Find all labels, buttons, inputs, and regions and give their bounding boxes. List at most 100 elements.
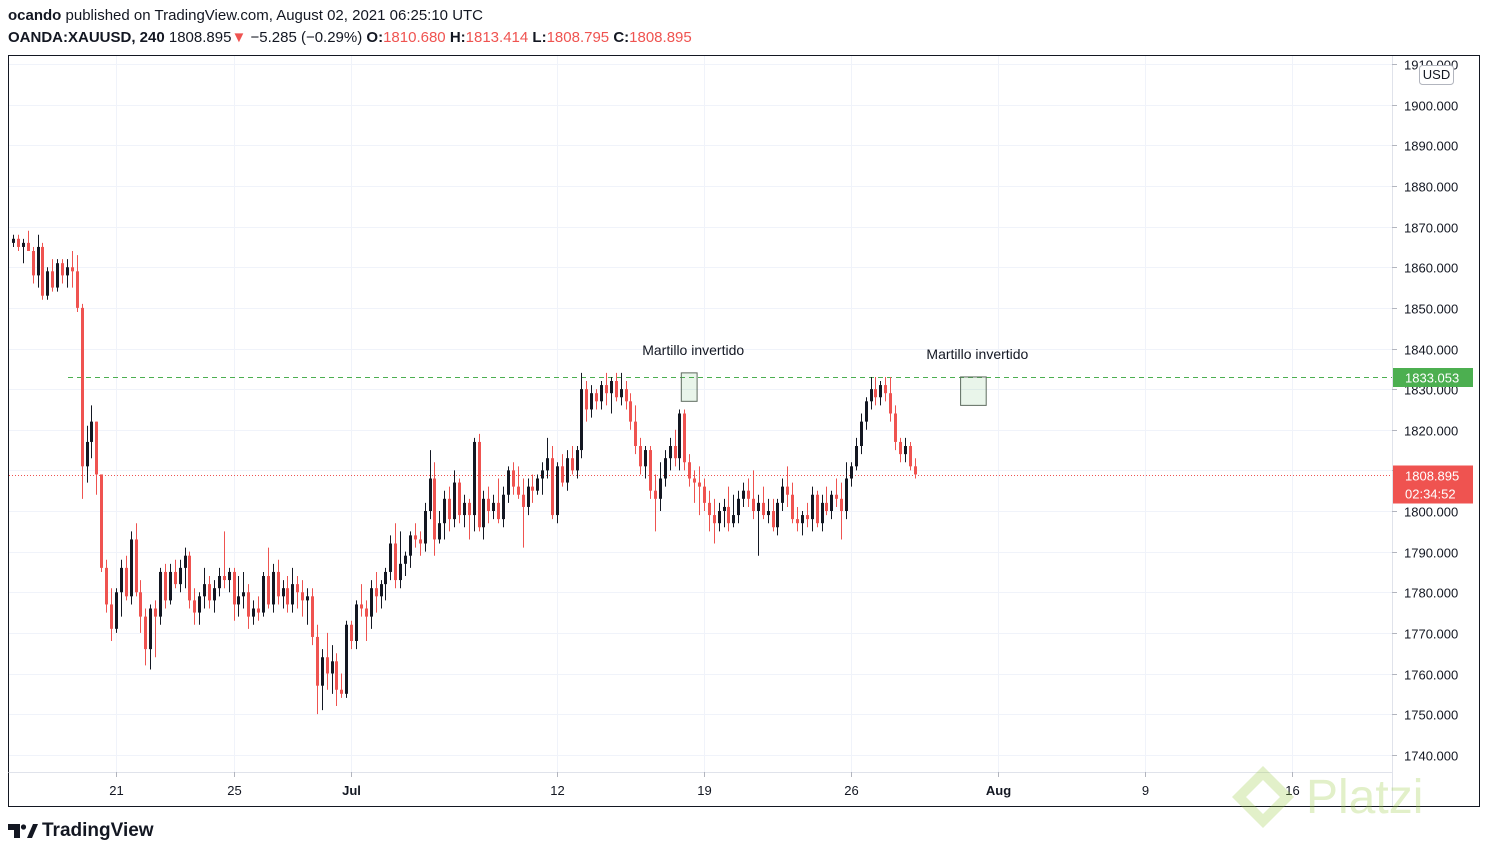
pattern-annotations: Martillo invertido Martillo invertido <box>642 342 1029 406</box>
candle-body <box>414 535 417 540</box>
candlestick-series <box>12 230 917 715</box>
candle-body <box>399 563 402 581</box>
candle <box>830 490 833 520</box>
candle <box>482 490 485 540</box>
candle <box>590 385 593 418</box>
candle <box>713 498 716 544</box>
published-text: published on TradingView.com, August 02,… <box>65 7 484 24</box>
close-label: C: <box>613 29 630 46</box>
candle-body <box>179 567 182 585</box>
candle-body <box>90 421 93 442</box>
candle <box>463 494 466 528</box>
candle <box>654 474 657 532</box>
candle <box>61 259 64 284</box>
candle-body <box>56 263 59 288</box>
candle <box>757 494 760 556</box>
candle-body <box>556 466 559 516</box>
candle-body <box>463 502 466 516</box>
candle-body <box>634 421 637 446</box>
candle <box>267 547 270 609</box>
candle-body <box>247 592 250 617</box>
candle <box>242 571 245 609</box>
candle <box>571 446 574 475</box>
last-price-tag: 1808.895 02:34:52 <box>1393 465 1473 504</box>
price-tick-label: 1870.000 <box>1404 221 1458 236</box>
candle <box>737 490 740 524</box>
candle-body <box>429 478 432 511</box>
candle <box>585 381 588 422</box>
candle <box>95 421 98 495</box>
candle-body <box>683 413 686 463</box>
tradingview-logo[interactable]: TradingView <box>8 820 154 842</box>
candle <box>257 596 260 621</box>
candle <box>517 466 520 499</box>
bar-countdown-label: 02:34:52 <box>1405 487 1456 502</box>
candle <box>669 437 672 471</box>
tradingview-brand: TradingView <box>42 820 154 841</box>
currency-label: USD <box>1423 67 1450 82</box>
candle-body <box>708 502 711 516</box>
candle-body <box>776 502 779 528</box>
candle-body <box>458 482 461 516</box>
candle-body <box>786 486 789 495</box>
candle <box>507 466 510 503</box>
candle <box>732 494 735 528</box>
price-tick-label: 1840.000 <box>1404 343 1458 358</box>
candle-body <box>713 515 716 524</box>
candle-body <box>507 470 510 495</box>
candle <box>458 478 461 524</box>
currency-badge[interactable]: USD <box>1419 65 1454 85</box>
candle-body <box>66 267 69 276</box>
candle-body <box>375 588 378 597</box>
candle <box>223 531 226 589</box>
candle-body <box>693 478 696 483</box>
candle <box>198 592 201 625</box>
candle-body <box>806 515 809 520</box>
candle-body <box>674 446 677 459</box>
candle-body <box>502 494 505 520</box>
time-tick-label: 26 <box>844 783 858 798</box>
candle <box>561 454 564 487</box>
candle <box>384 567 387 601</box>
platzi-watermark: Platzi <box>1228 762 1423 832</box>
candle-body <box>164 571 167 601</box>
candle-body <box>629 401 632 422</box>
candle-body <box>865 401 868 422</box>
candle <box>252 600 255 625</box>
price-tick-label: 1900.000 <box>1404 99 1458 114</box>
candle-body <box>473 441 476 516</box>
time-axis[interactable]: 21 25 Jul 12 19 26 Aug 9 16 <box>109 772 1300 798</box>
candle <box>874 376 877 406</box>
price-tick-label: 1770.000 <box>1404 627 1458 642</box>
price-axis[interactable]: 1740.000 1750.000 1760.000 1770.000 1780.000… <box>1392 58 1458 764</box>
candle-body <box>914 466 917 475</box>
candle-body <box>350 624 353 641</box>
candle-body <box>105 567 108 605</box>
candle <box>816 490 819 528</box>
candle-body <box>443 498 446 524</box>
author-name[interactable]: ocando <box>8 7 62 24</box>
candle-body <box>894 413 897 442</box>
candle-body <box>252 608 255 617</box>
candle <box>546 437 549 479</box>
candle <box>727 486 730 532</box>
candle-body <box>321 657 324 686</box>
candle <box>203 567 206 609</box>
candle-body <box>115 592 118 629</box>
candle <box>693 470 696 503</box>
candle-body <box>110 604 113 629</box>
candle <box>169 563 172 605</box>
candle-body <box>135 539 138 593</box>
candle-body <box>32 251 35 276</box>
candle <box>174 559 177 589</box>
price-tags: 1833.053 1808.895 02:34:52 <box>1393 368 1473 504</box>
candle <box>620 372 623 406</box>
candle <box>144 608 147 666</box>
candle <box>228 567 231 593</box>
candle <box>752 470 755 520</box>
candle <box>81 303 84 499</box>
candle-body <box>453 482 456 520</box>
candle-body <box>419 539 422 544</box>
candle-body <box>884 385 887 394</box>
